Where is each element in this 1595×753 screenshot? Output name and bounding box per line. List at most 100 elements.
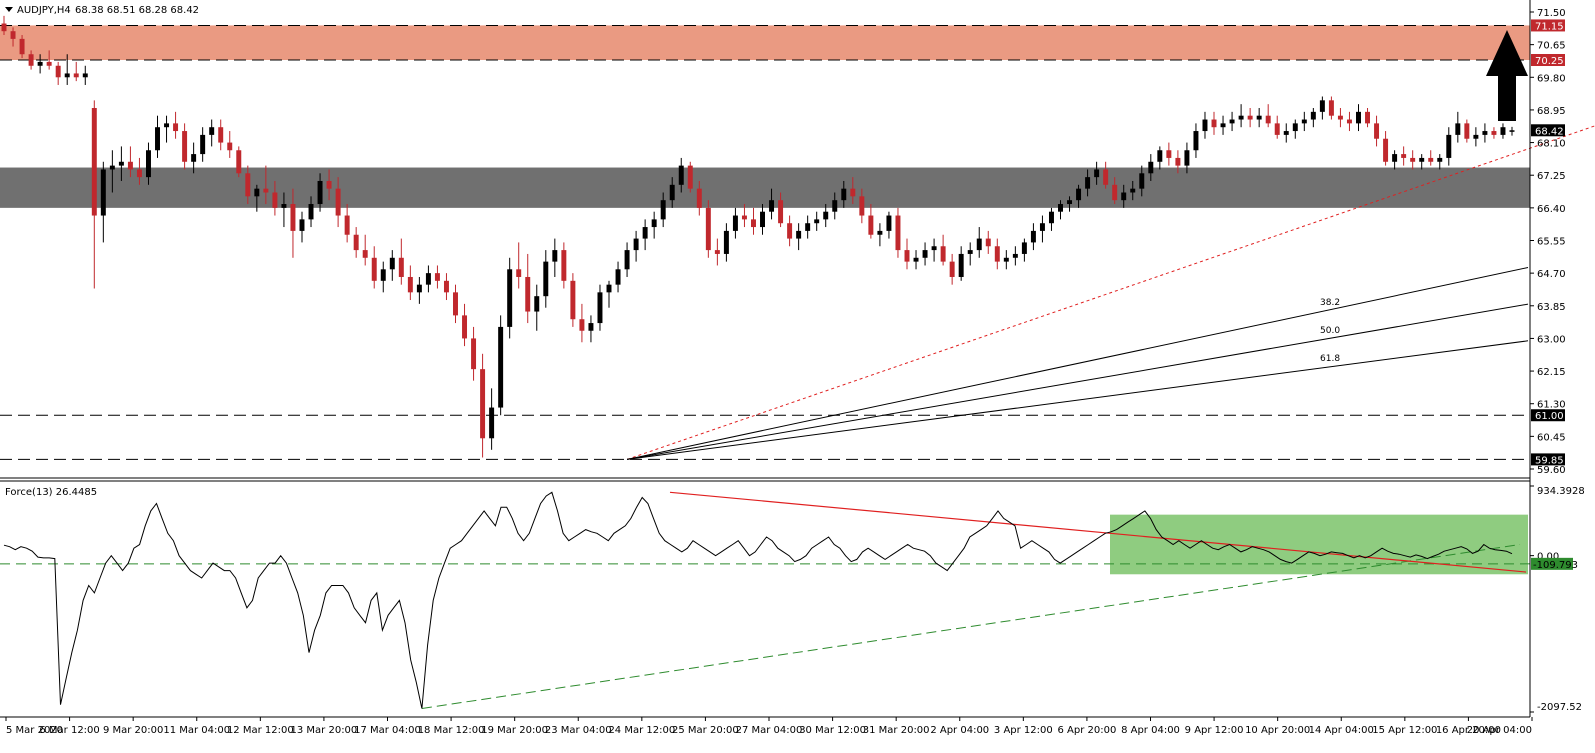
candle[interactable] xyxy=(931,238,937,262)
candle[interactable] xyxy=(940,234,946,266)
candle[interactable] xyxy=(335,177,341,228)
candle[interactable] xyxy=(814,211,820,231)
candle[interactable] xyxy=(1003,250,1009,270)
candle[interactable] xyxy=(254,184,260,212)
candle[interactable] xyxy=(778,192,784,228)
candle[interactable] xyxy=(1482,123,1488,143)
candle[interactable] xyxy=(91,100,97,289)
candle[interactable] xyxy=(1148,154,1154,181)
candle[interactable] xyxy=(28,50,34,70)
candle[interactable] xyxy=(760,204,765,235)
candle[interactable] xyxy=(516,242,522,289)
candle[interactable] xyxy=(1012,246,1018,266)
collapse-triangle-icon[interactable] xyxy=(5,7,13,12)
candle[interactable] xyxy=(624,242,630,277)
candle[interactable] xyxy=(1058,200,1063,220)
candle[interactable] xyxy=(886,211,892,239)
candle[interactable] xyxy=(507,257,513,339)
candle[interactable] xyxy=(967,242,973,266)
candle[interactable] xyxy=(462,303,468,347)
candle[interactable] xyxy=(615,261,621,293)
candle[interactable] xyxy=(1419,154,1425,170)
candle[interactable] xyxy=(118,146,124,181)
candle[interactable] xyxy=(10,27,16,47)
candle[interactable] xyxy=(1383,131,1389,166)
candle[interactable] xyxy=(1310,108,1316,128)
candle[interactable] xyxy=(173,111,179,139)
candle[interactable] xyxy=(597,284,603,331)
candle[interactable] xyxy=(1211,111,1217,135)
candle[interactable] xyxy=(1410,150,1416,170)
candle[interactable] xyxy=(236,146,242,178)
candle[interactable] xyxy=(823,204,829,228)
candle[interactable] xyxy=(543,250,549,308)
candle[interactable] xyxy=(904,238,910,270)
candle[interactable] xyxy=(588,315,594,343)
candle[interactable] xyxy=(37,54,43,74)
candle[interactable] xyxy=(1274,115,1280,139)
candle[interactable] xyxy=(525,253,531,324)
candle[interactable] xyxy=(841,180,847,208)
candle[interactable] xyxy=(362,234,368,266)
candle[interactable] xyxy=(1374,115,1380,147)
candle[interactable] xyxy=(687,161,693,193)
candle[interactable] xyxy=(1265,104,1271,128)
candle[interactable] xyxy=(290,188,296,258)
force-uptrend-line[interactable] xyxy=(421,543,1521,709)
candle[interactable] xyxy=(55,61,61,85)
candle[interactable] xyxy=(1428,150,1434,166)
candle[interactable] xyxy=(1328,96,1334,120)
candle[interactable] xyxy=(453,284,458,324)
candle[interactable] xyxy=(1220,115,1226,135)
candle[interactable] xyxy=(1175,150,1181,174)
candle[interactable] xyxy=(209,119,215,147)
candle[interactable] xyxy=(1039,215,1045,243)
candle[interactable] xyxy=(308,196,314,228)
candle[interactable] xyxy=(705,200,711,258)
candle[interactable] xyxy=(1166,142,1172,166)
candle[interactable] xyxy=(1103,161,1109,189)
candle[interactable] xyxy=(263,165,269,205)
candle[interactable] xyxy=(64,54,70,85)
candle[interactable] xyxy=(787,215,793,247)
candle[interactable] xyxy=(443,273,449,301)
fib-fan-line[interactable] xyxy=(626,267,1529,460)
candle[interactable] xyxy=(127,146,133,178)
candle[interactable] xyxy=(1048,207,1054,231)
candle[interactable] xyxy=(136,157,142,185)
candle[interactable] xyxy=(868,204,874,239)
candle[interactable] xyxy=(1256,108,1262,128)
candle[interactable] xyxy=(976,227,982,258)
candle[interactable] xyxy=(1437,154,1443,170)
candle[interactable] xyxy=(859,188,865,224)
candle[interactable] xyxy=(579,303,585,343)
candle[interactable] xyxy=(1112,177,1118,205)
candle[interactable] xyxy=(1292,119,1298,139)
candle[interactable] xyxy=(696,180,702,216)
candle[interactable] xyxy=(1,15,7,36)
candle[interactable] xyxy=(109,150,115,193)
candle[interactable] xyxy=(922,242,928,266)
candle[interactable] xyxy=(73,61,79,82)
candle[interactable] xyxy=(191,142,197,174)
candle[interactable] xyxy=(317,173,323,212)
candle[interactable] xyxy=(353,227,359,258)
candle[interactable] xyxy=(1500,123,1506,139)
candle[interactable] xyxy=(100,161,106,243)
candle[interactable] xyxy=(155,115,160,158)
fib-fan-line[interactable] xyxy=(627,340,1529,460)
candle[interactable] xyxy=(895,207,901,258)
candle[interactable] xyxy=(1193,123,1199,158)
candle[interactable] xyxy=(46,50,52,70)
candle[interactable] xyxy=(660,192,666,228)
candle[interactable] xyxy=(850,177,856,205)
candle[interactable] xyxy=(949,253,955,285)
candle[interactable] xyxy=(398,238,404,285)
candle[interactable] xyxy=(1121,184,1127,208)
candle[interactable] xyxy=(1238,104,1244,128)
candle[interactable] xyxy=(1346,111,1352,132)
candle[interactable] xyxy=(498,315,504,416)
candle[interactable] xyxy=(407,265,413,301)
candle[interactable] xyxy=(751,207,756,235)
